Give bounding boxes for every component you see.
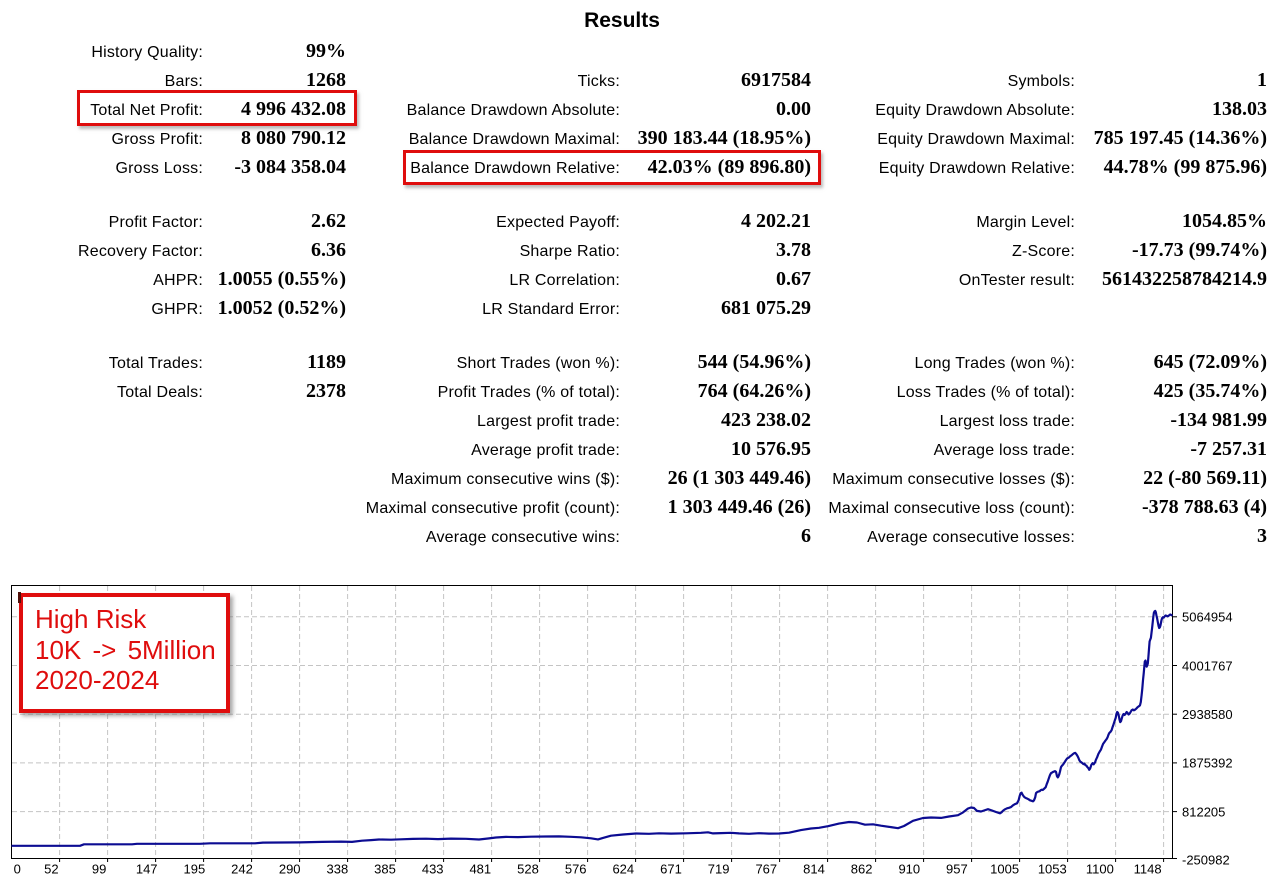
svg-text:1100: 1100 [1086,862,1114,877]
svg-text:481: 481 [469,862,491,877]
svg-text:862: 862 [851,862,873,877]
svg-text:242: 242 [231,862,253,877]
svg-text:1053: 1053 [1038,862,1067,877]
svg-text:147: 147 [136,862,158,877]
svg-text:52: 52 [44,862,58,877]
svg-text:1875392: 1875392 [1182,756,1233,771]
svg-text:338: 338 [327,862,349,877]
svg-text:528: 528 [517,862,539,877]
svg-text:624: 624 [612,862,634,877]
svg-text:99: 99 [92,862,106,877]
svg-text:576: 576 [565,862,587,877]
svg-text:767: 767 [755,862,777,877]
svg-text:5064954: 5064954 [1182,610,1233,625]
svg-text:1005: 1005 [990,862,1019,877]
svg-text:719: 719 [708,862,730,877]
svg-text:671: 671 [660,862,682,877]
svg-text:814: 814 [803,862,825,877]
svg-text:2938580: 2938580 [1182,707,1233,722]
svg-text:-250982: -250982 [1182,852,1230,867]
svg-text:0: 0 [14,862,21,877]
svg-text:433: 433 [422,862,444,877]
svg-text:290: 290 [279,862,301,877]
svg-text:957: 957 [946,862,968,877]
svg-text:195: 195 [184,862,206,877]
svg-text:4001767: 4001767 [1182,658,1233,673]
svg-text:1148: 1148 [1134,862,1162,877]
svg-text:910: 910 [898,862,920,877]
svg-text:812205: 812205 [1182,804,1225,819]
svg-text:385: 385 [374,862,396,877]
